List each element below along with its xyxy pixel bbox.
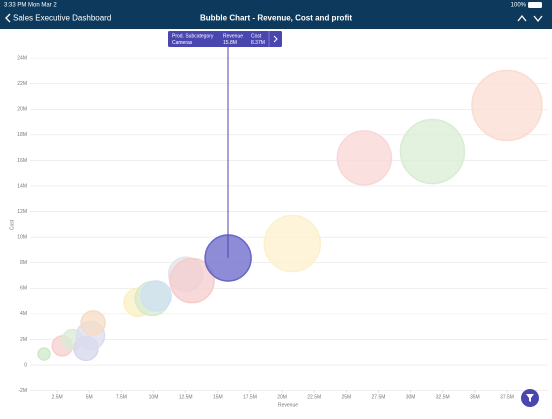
y-tick-label: 12M: [17, 209, 27, 215]
x-tick-label: 17.5M: [243, 394, 257, 400]
x-tick-label: 7.5M: [116, 394, 127, 400]
x-tick-label: 10M: [149, 394, 159, 400]
y-tick-label: 10M: [17, 234, 27, 240]
nav-bar: [0, 0, 552, 29]
back-button[interactable]: Sales Executive Dashboard: [13, 14, 111, 23]
x-tick-label: 20M: [277, 394, 287, 400]
next-button[interactable]: [533, 15, 543, 23]
x-tick-label: 37.5M: [500, 394, 514, 400]
status-time: 3:33 PM: [4, 3, 26, 9]
y-tick-label: 18M: [17, 132, 27, 138]
bubble: [37, 347, 51, 361]
tooltip[interactable]: Prod. Subcategory Cameras Revenue 15.8M …: [168, 31, 282, 47]
y-tick-label: 16M: [17, 158, 27, 164]
x-tick-label: 12.5M: [179, 394, 193, 400]
back-chevron[interactable]: [5, 13, 11, 23]
x-tick-label: 15M: [213, 394, 223, 400]
y-tick-label: 4M: [20, 311, 27, 317]
y-axis-label: Cost: [9, 219, 15, 230]
x-tick-label: 32.5M: [436, 394, 450, 400]
tooltip-header: Revenue: [223, 33, 243, 39]
x-tick-label: 22.5M: [307, 394, 321, 400]
x-tick-label: 27.5M: [372, 394, 386, 400]
y-tick-label: 6M: [20, 286, 27, 292]
x-tick-label: 5M: [86, 394, 93, 400]
y-tick-label: 22M: [17, 81, 27, 87]
y-tick-label: 14M: [17, 183, 27, 189]
tooltip-value: 8.37M: [251, 40, 265, 46]
y-tick-label: -2M: [18, 388, 27, 394]
filter-icon: [526, 394, 534, 402]
x-tick-label: 25M: [341, 394, 351, 400]
bubble: [169, 257, 215, 304]
y-tick-label: 0: [24, 362, 27, 368]
x-tick-label: 2.5M: [52, 394, 63, 400]
status-date: Mon Mar 2: [28, 3, 57, 9]
bubble: [140, 280, 172, 312]
x-tick-label: 30M: [406, 394, 416, 400]
tooltip-chevron[interactable]: [273, 35, 278, 43]
x-axis-label: Revenue: [278, 402, 298, 408]
tooltip-box[interactable]: [168, 31, 282, 47]
y-tick-label: 8M: [20, 260, 27, 266]
status-battery: 100%: [511, 3, 527, 9]
y-tick-label: 2M: [20, 337, 27, 343]
y-tick-label: 24M: [17, 55, 27, 61]
nav-title: Bubble Chart - Revenue, Cost and profit: [200, 14, 352, 23]
tooltip-header: Cost: [251, 33, 262, 39]
y-tick-label: 20M: [17, 107, 27, 113]
bubble: [263, 214, 322, 273]
bubble: [399, 118, 466, 185]
bubble: [471, 69, 543, 142]
bubble: [336, 130, 393, 186]
bubble: [80, 310, 106, 336]
prev-button[interactable]: [517, 14, 527, 22]
battery-icon: [528, 2, 542, 8]
plot: -2M 0 2M 4M 6M 8M 10M 12M 14M 16M 18M 20M 22M 24M 2.5M…: [17, 55, 548, 400]
tooltip-value: Cameras: [172, 40, 193, 46]
tooltip-header: Prod. Subcategory: [172, 33, 214, 39]
x-tick-label: 35M: [470, 394, 480, 400]
tooltip-value: 15.8M: [223, 40, 237, 46]
